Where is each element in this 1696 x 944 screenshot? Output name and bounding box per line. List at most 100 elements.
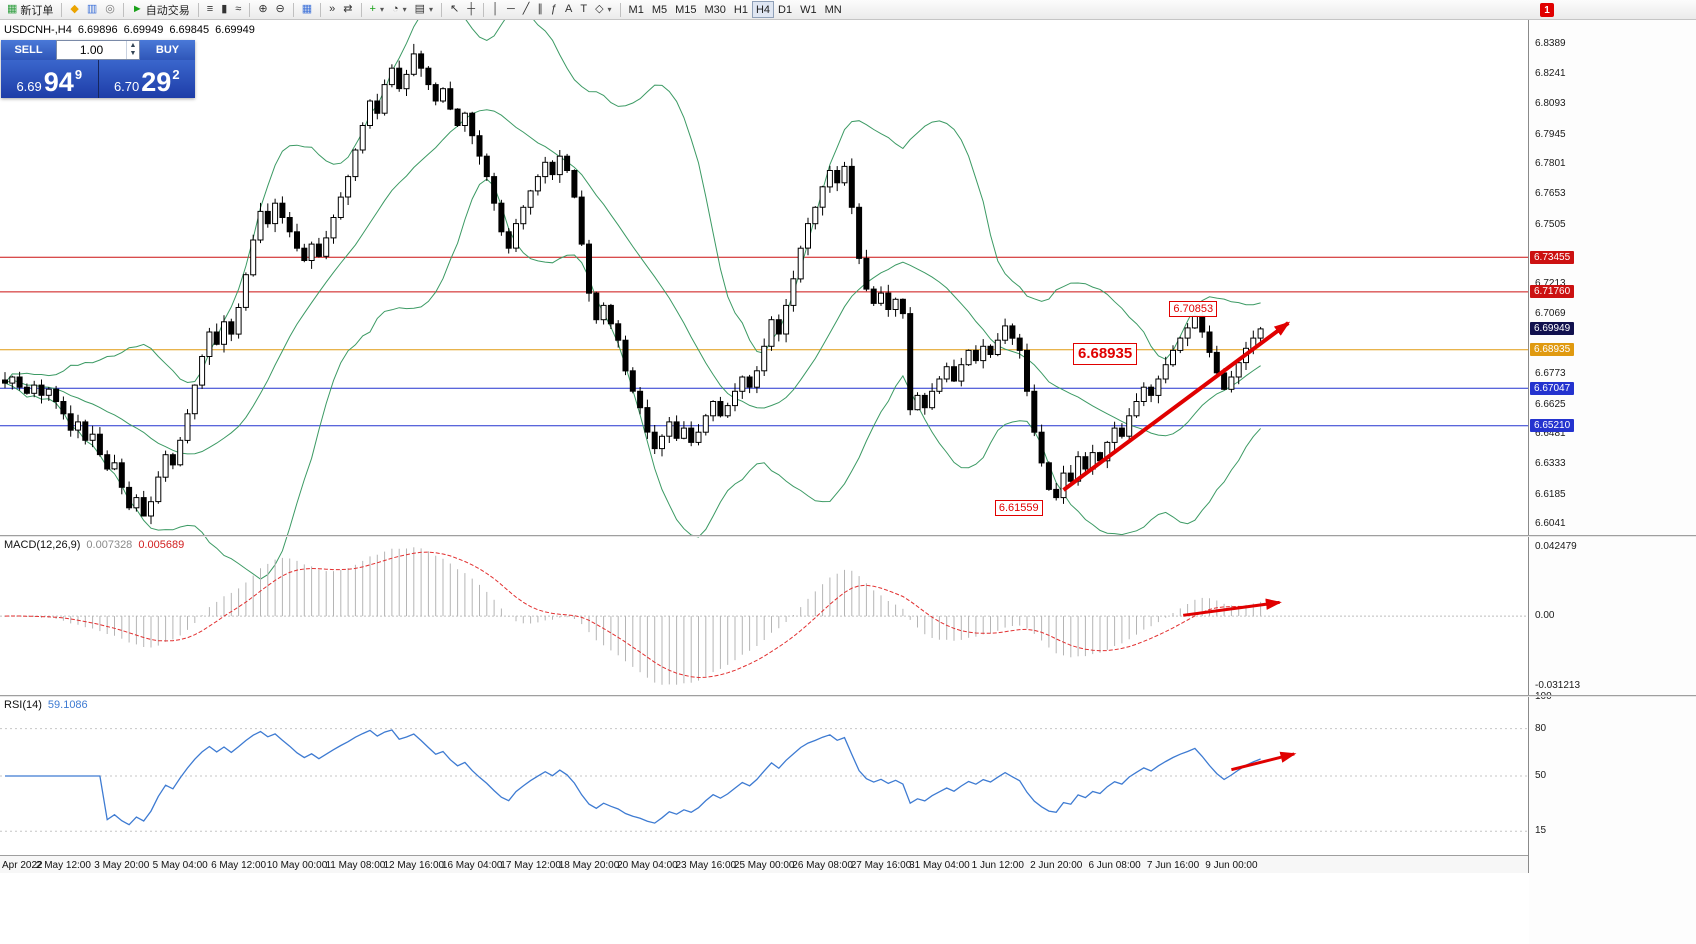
- zoom-in-button[interactable]: ⊕: [254, 1, 271, 18]
- toolbar: 1 ▦ 新订单 ◆ ▥ ◎ ► 自动交易 ≡ ▮ ≈ ⊕ ⊖ ▦» ⇄ + ▾ ◔ ▾ ▤ ▾ ↖ ┼ │ ─ ╱ ∥ ƒ A T ◇ ▾ M…: [0, 0, 1696, 20]
- toolbar-separator: [619, 2, 621, 17]
- label-icon: T: [580, 3, 588, 15]
- candlestick-chart-button[interactable]: ▮: [217, 1, 231, 18]
- data-window-button[interactable]: ◎: [101, 1, 119, 18]
- price-annotation-6.70853[interactable]: 6.70853: [1169, 301, 1218, 318]
- market-watch-button[interactable]: ▥: [83, 1, 101, 18]
- zoom-out-button[interactable]: ⊖: [272, 1, 289, 18]
- indicators-button[interactable]: + ▾: [366, 1, 388, 18]
- crosshair-button[interactable]: ┼: [463, 1, 479, 18]
- time-label: 2 Jun 20:00: [1030, 860, 1083, 871]
- price-scale[interactable]: 6.8389 6.8241 6.8093 6.7945 6.7801 6.7653 6.75…: [1529, 0, 1696, 944]
- toolbar-separator: [483, 2, 485, 17]
- tf-mn-button[interactable]: MN: [821, 1, 846, 18]
- time-label: 1 Jun 12:00: [972, 860, 1025, 871]
- sell-price-sup: 9: [74, 67, 83, 82]
- buy-price-button[interactable]: 6.70 29 2: [98, 60, 195, 98]
- trend-arrow-macd[interactable]: [1183, 598, 1282, 617]
- price-annotation-6.68935[interactable]: 6.68935: [1072, 343, 1138, 366]
- chart-shift-button[interactable]: ⇄: [339, 1, 356, 18]
- time-label: 16 May 04:00: [442, 860, 503, 871]
- periods-button[interactable]: ◔ ▾: [388, 1, 411, 18]
- auto-scroll-button[interactable]: »: [325, 1, 339, 18]
- line-chart-button[interactable]: ≈: [231, 1, 245, 18]
- drawing-objects-layer[interactable]: [1062, 321, 1297, 772]
- trendline-button[interactable]: ╱: [519, 1, 534, 18]
- current-price-box[interactable]: 6.69949: [1530, 322, 1575, 336]
- trend-arrow-rsi[interactable]: [1231, 751, 1297, 772]
- templates-button[interactable]: ▤ ▾: [411, 1, 437, 18]
- tf-m15-button[interactable]: M15: [671, 1, 700, 18]
- crosshair-icon: ┼: [467, 3, 476, 15]
- new-order-button[interactable]: ▦ 新订单: [3, 1, 57, 18]
- price-scale-tick: 6.8093: [1535, 98, 1566, 110]
- text-button[interactable]: A: [561, 1, 576, 18]
- fibonacci-icon: ƒ: [550, 3, 557, 15]
- label-button[interactable]: T: [576, 1, 591, 18]
- macd-signal-line: [4, 551, 1261, 679]
- price-scale-border: [1528, 20, 1529, 873]
- market-watch-icon: ▥: [86, 3, 98, 15]
- price-scale-tick: 6.6041: [1535, 517, 1566, 529]
- tf-w1-button[interactable]: W1: [796, 1, 821, 18]
- tf-m5-button[interactable]: M5: [648, 1, 671, 18]
- macd-value: 0.007328: [86, 539, 133, 551]
- time-label: Apr 2022: [2, 860, 43, 871]
- volume-input[interactable]: [57, 41, 126, 59]
- line-chart-icon: ≈: [235, 3, 242, 15]
- tf-m30-button[interactable]: M30: [701, 1, 730, 18]
- volume-box: ▲ ▼: [56, 40, 140, 60]
- chevron-down-icon: ▾: [607, 5, 612, 14]
- price-scale-box-6.65210[interactable]: 6.65210: [1530, 419, 1575, 433]
- volume-down-icon[interactable]: ▼: [129, 50, 137, 57]
- sell-price-button[interactable]: 6.69 94 9: [1, 60, 99, 98]
- price-scale-tick: 6.7213: [1535, 278, 1566, 290]
- cursor-button[interactable]: ↖: [446, 1, 463, 18]
- time-axis-strip[interactable]: [0, 855, 1696, 873]
- time-label: 10 May 00:00: [267, 860, 328, 871]
- metaeditor-icon-button[interactable]: ◆: [66, 1, 82, 18]
- vertical-line-button[interactable]: │: [488, 1, 503, 18]
- metaeditor-icon-icon: ◆: [70, 3, 79, 15]
- rsi-scale-50: 50: [1535, 770, 1547, 781]
- sell-button[interactable]: SELL: [1, 40, 56, 60]
- bar-chart-button[interactable]: ≡: [203, 1, 217, 18]
- price-scale-box-6.67047[interactable]: 6.67047: [1530, 381, 1575, 395]
- window-separator-macd[interactable]: [0, 535, 1696, 537]
- fibonacci-button[interactable]: ƒ: [547, 1, 561, 18]
- tf-d1-button[interactable]: D1: [774, 1, 796, 18]
- toolbar-separator: [197, 2, 199, 17]
- time-label: 26 May 08:00: [792, 860, 853, 871]
- price-scale-tick: 6.7653: [1535, 188, 1566, 200]
- horizontal-line-button[interactable]: ─: [503, 1, 519, 18]
- trend-arrow-main[interactable]: [1062, 321, 1291, 492]
- autotrading-button[interactable]: ► 自动交易: [128, 1, 194, 18]
- tf-h1-button[interactable]: H1: [730, 1, 752, 18]
- notification-badge[interactable]: 1: [1540, 3, 1554, 17]
- shapes-button[interactable]: ◇ ▾: [591, 1, 615, 18]
- time-label: 11 May 08:00: [325, 860, 385, 871]
- toolbar-separator: [441, 2, 443, 17]
- price-scale-tick: 6.6333: [1535, 458, 1566, 470]
- time-label: 2 May 12:00: [36, 860, 91, 871]
- window-separator-rsi[interactable]: [0, 695, 1696, 697]
- price-scale-tick: 6.8241: [1535, 68, 1566, 80]
- price-annotation-6.61559[interactable]: 6.61559: [994, 500, 1043, 516]
- toolbar-separator: [292, 2, 294, 17]
- tile-windows-button[interactable]: ▦: [298, 1, 316, 18]
- price-scale-box-6.71760[interactable]: 6.71760: [1530, 285, 1575, 299]
- tf-m1-button[interactable]: M1: [625, 1, 648, 18]
- toolbar-separator: [249, 2, 251, 17]
- candles-layer: [2, 43, 1264, 525]
- price-scale-box-6.68935[interactable]: 6.68935: [1530, 343, 1575, 357]
- open-value: 6.69896: [77, 24, 118, 36]
- macd-name: MACD(12,26,9): [4, 539, 81, 551]
- toolbar-separator: [122, 2, 124, 17]
- channel-button[interactable]: ∥: [533, 1, 547, 18]
- price-scale-box-6.73455[interactable]: 6.73455: [1530, 250, 1575, 264]
- periods-icon: ◔: [391, 3, 399, 15]
- volume-up-icon[interactable]: ▲: [129, 42, 137, 49]
- buy-button[interactable]: BUY: [140, 40, 195, 60]
- tf-h4-button[interactable]: H4: [751, 1, 775, 18]
